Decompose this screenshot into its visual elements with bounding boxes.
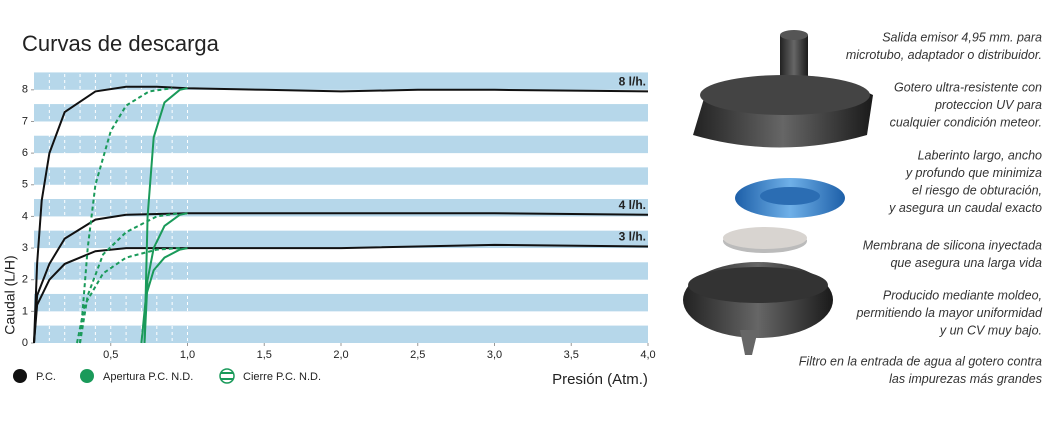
curve-label: 3 l/h. xyxy=(619,230,646,244)
legend: P.C. Apertura P.C. N.D. Cierre P.C. N.D. xyxy=(13,368,321,384)
x-tick-label: 2,5 xyxy=(410,349,425,361)
x-tick-label: 3,0 xyxy=(487,349,502,361)
curve xyxy=(140,247,188,344)
x-tick-label: 1,5 xyxy=(257,349,272,361)
note-line: Membrana de silicona inyectada xyxy=(863,238,1042,252)
note-line: el riesgo de obturación, xyxy=(912,183,1042,197)
curve xyxy=(33,243,649,344)
x-tick-label: 2,0 xyxy=(333,349,348,361)
y-tick-label: 7 xyxy=(22,115,28,127)
note-line: cualquier condición meteor. xyxy=(890,115,1042,129)
note-line: Gotero ultra-resistente con xyxy=(894,80,1042,94)
y-tick-label: 0 xyxy=(22,337,28,349)
note-line: Producido mediante moldeo, xyxy=(883,288,1042,302)
x-tick-label: 4,0 xyxy=(640,349,655,361)
legend-label: P.C. xyxy=(36,371,56,383)
product-illustration xyxy=(683,30,873,355)
note-line: Salida emisor 4,95 mm. para xyxy=(882,30,1042,44)
chart-title: Curvas de descarga xyxy=(22,31,220,56)
stripe xyxy=(34,135,648,154)
curve xyxy=(143,87,188,344)
y-tick-label: 5 xyxy=(22,179,28,191)
y-tick-label: 3 xyxy=(22,242,28,254)
y-tick-label: 2 xyxy=(22,274,28,286)
note-line: y un CV muy bajo. xyxy=(939,323,1042,337)
notes: Salida emisor 4,95 mm. para microtubo, ad… xyxy=(799,30,1043,386)
note-line: las impurezas más grandes xyxy=(889,372,1042,386)
legend-marker xyxy=(13,369,27,383)
y-tick-label: 1 xyxy=(22,305,28,317)
curve-label: 4 l/h. xyxy=(619,198,646,212)
y-axis-label: Caudal (L/H) xyxy=(2,255,18,334)
plot-area: 0 1 2 3 4 5 6 7 8 0,5 1,0 1,5 2,0 2,5 3,0 3,5 4,0 8 l/h. 4… xyxy=(22,68,656,361)
legend-label: Apertura P.C. N.D. xyxy=(103,371,193,383)
curve xyxy=(33,85,649,344)
note-line: y asegura un caudal exacto xyxy=(888,201,1042,215)
note-line: Laberinto largo, ancho xyxy=(918,148,1042,162)
note-line: proteccion UV para xyxy=(934,98,1042,112)
note-line: Filtro en la entrada de agua al gotero c… xyxy=(799,354,1042,368)
x-tick-label: 3,5 xyxy=(564,349,579,361)
curve-label: 8 l/h. xyxy=(619,75,646,89)
legend-marker xyxy=(80,369,94,383)
stripe xyxy=(34,262,648,280)
curve xyxy=(79,212,180,344)
legend-marker xyxy=(219,368,235,384)
note-line: y profundo que minimiza xyxy=(905,166,1042,180)
x-axis-label: Presión (Atm.) xyxy=(552,371,648,388)
x-tick-label: 0,5 xyxy=(103,349,118,361)
y-tick-label: 8 xyxy=(22,84,28,96)
y-tick-label: 6 xyxy=(22,147,28,159)
note-line: microtubo, adaptador o distribuidor. xyxy=(846,48,1042,62)
note-line: que asegura una larga vida xyxy=(890,256,1042,270)
curve xyxy=(33,212,649,344)
note-line: permitiendo la mayor uniformidad xyxy=(855,306,1043,320)
x-tick-label: 1,0 xyxy=(180,349,195,361)
y-tick-label: 4 xyxy=(22,210,28,222)
legend-label: Cierre P.C. N.D. xyxy=(243,371,321,383)
